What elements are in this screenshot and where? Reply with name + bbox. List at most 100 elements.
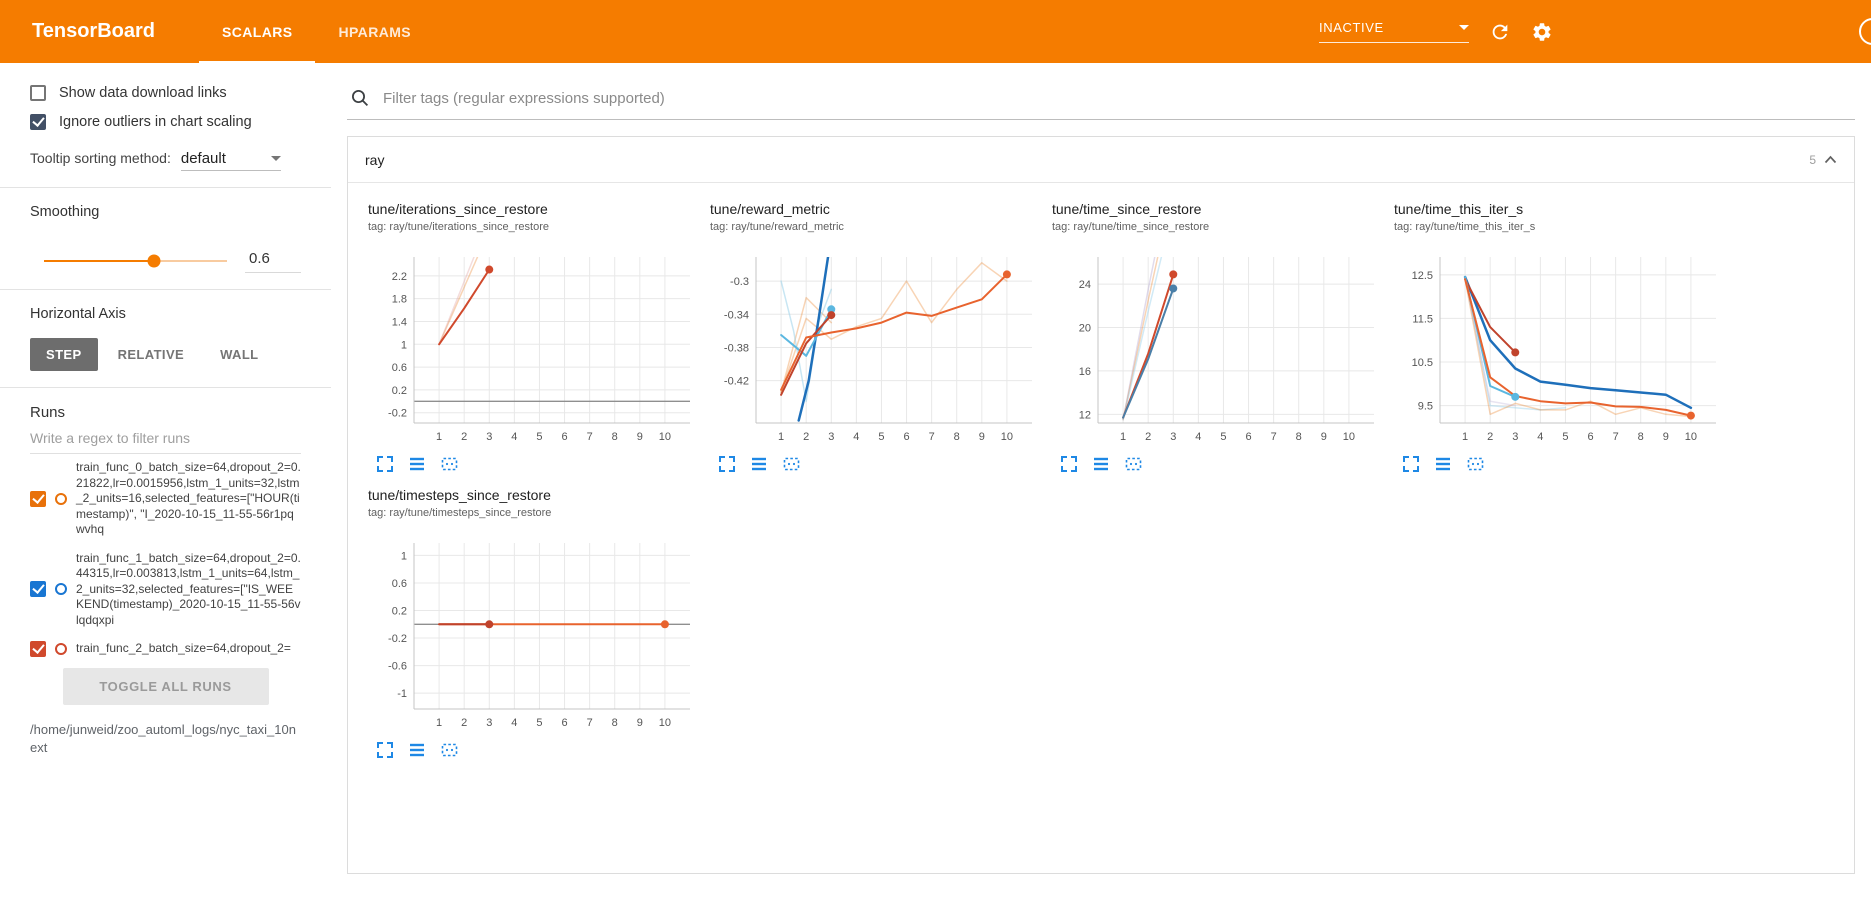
svg-text:7: 7	[929, 431, 935, 443]
chart-title: tune/iterations_since_restore	[368, 201, 548, 217]
svg-text:2: 2	[803, 431, 809, 443]
chart-tag: tag: ray/tune/time_since_restore	[1052, 221, 1210, 233]
checkbox-icon[interactable]	[30, 114, 46, 130]
chart-tag: tag: ray/tune/iterations_since_restore	[368, 221, 549, 233]
tag-group-count: 5	[1809, 152, 1816, 167]
pin-icon[interactable]	[440, 455, 459, 473]
svg-text:-0.38: -0.38	[724, 342, 749, 354]
runs-filter-input[interactable]	[30, 421, 301, 454]
flush-axis-icon[interactable]	[408, 741, 426, 759]
divider	[0, 187, 331, 188]
expand-icon[interactable]	[376, 455, 394, 473]
divider	[0, 289, 331, 290]
svg-text:2.2: 2.2	[392, 271, 407, 283]
tag-filter-input[interactable]	[381, 88, 1855, 108]
pin-icon[interactable]	[782, 455, 801, 473]
run-color-radio[interactable]	[55, 583, 67, 596]
svg-text:0.2: 0.2	[392, 385, 407, 397]
smoothing-value[interactable]: 0.6	[245, 248, 301, 273]
expand-icon[interactable]	[1402, 455, 1420, 473]
svg-text:10: 10	[659, 717, 671, 729]
flush-axis-icon[interactable]	[1092, 455, 1110, 473]
run-color-radio[interactable]	[55, 492, 67, 505]
pin-icon[interactable]	[1124, 455, 1143, 473]
status-dropdown[interactable]: INACTIVE	[1319, 20, 1469, 43]
chart-tag: tag: ray/tune/reward_metric	[710, 221, 844, 233]
run-color-radio[interactable]	[55, 643, 67, 655]
checkbox-icon[interactable]	[30, 85, 46, 101]
svg-text:5: 5	[536, 431, 542, 443]
toggle-all-runs-button[interactable]: TOGGLE ALL RUNS	[62, 668, 269, 705]
show-download-links-row[interactable]: Show data download links	[30, 85, 301, 101]
flush-axis-icon[interactable]	[1434, 455, 1452, 473]
horizontal-axis-toggle: STEP RELATIVE WALL	[30, 338, 301, 371]
axis-step-button[interactable]: STEP	[30, 338, 98, 371]
run-row[interactable]: train_func_2_batch_size=64,dropout_2=	[30, 641, 301, 657]
svg-text:12.5: 12.5	[1412, 270, 1433, 282]
svg-text:8: 8	[1296, 431, 1302, 443]
chart-plot[interactable]: 1 2 3 4 5 6 7 8 9 10 -0.42 -0.38 -0.34 -0.3	[710, 247, 1040, 449]
svg-text:1.8: 1.8	[392, 294, 407, 306]
run-checkbox[interactable]	[30, 490, 46, 507]
chart-tag: tag: ray/tune/time_this_iter_s	[1394, 221, 1536, 233]
svg-text:5: 5	[536, 717, 542, 729]
horizontal-axis-label: Horizontal Axis	[30, 306, 126, 322]
tag-group-header[interactable]: ray 5	[348, 137, 1854, 183]
tab-hparams[interactable]: HPARAMS	[338, 23, 412, 40]
pin-icon[interactable]	[440, 741, 459, 759]
expand-icon[interactable]	[376, 741, 394, 759]
svg-text:7: 7	[1271, 431, 1277, 443]
status-dropdown-value: INACTIVE	[1319, 20, 1384, 35]
ignore-outliers-row[interactable]: Ignore outliers in chart scaling	[30, 114, 301, 130]
chart-title: tune/time_this_iter_s	[1394, 201, 1524, 217]
svg-text:3: 3	[486, 717, 492, 729]
svg-text:8: 8	[612, 431, 618, 443]
gear-icon	[1533, 22, 1551, 41]
svg-text:10.5: 10.5	[1412, 357, 1433, 369]
chart-card: tune/time_since_restore tag: ray/tune/ti…	[1052, 201, 1394, 473]
refresh-button[interactable]	[1489, 21, 1511, 43]
flush-axis-icon[interactable]	[750, 455, 768, 473]
chart-plot[interactable]: 1 2 3 4 5 6 7 8 9 10 9.5 10.5 11.5 12.5	[1394, 247, 1724, 449]
axis-relative-button[interactable]: RELATIVE	[102, 338, 201, 371]
chart-card: tune/reward_metric tag: ray/tune/reward_…	[710, 201, 1052, 473]
runs-list: train_func_0_batch_size=64,dropout_2=0.2…	[30, 460, 301, 666]
svg-text:10: 10	[1343, 431, 1355, 443]
smoothing-slider[interactable]	[44, 254, 227, 268]
chart-actions	[1052, 455, 1394, 473]
svg-text:2: 2	[1487, 431, 1493, 443]
slider-thumb[interactable]	[147, 254, 161, 267]
svg-text:3: 3	[1170, 431, 1176, 443]
chevron-up-icon[interactable]	[1824, 155, 1837, 164]
svg-text:7: 7	[1613, 431, 1619, 443]
pin-icon[interactable]	[1466, 455, 1485, 473]
svg-text:4: 4	[511, 717, 517, 729]
chevron-down-icon	[270, 156, 281, 161]
svg-text:1: 1	[436, 431, 442, 443]
chart-plot[interactable]: 1 2 3 4 5 6 7 8 9 10 -0.2 0.2 0.6 1 1.4 1.8 2.2	[368, 247, 698, 449]
log-path: /home/junweid/zoo_automl_logs/nyc_taxi_1…	[30, 722, 296, 755]
svg-text:9.5: 9.5	[1418, 401, 1433, 413]
run-row[interactable]: train_func_1_batch_size=64,dropout_2=0.4…	[30, 551, 301, 629]
flush-axis-icon[interactable]	[408, 455, 426, 473]
show-download-links-label: Show data download links	[59, 85, 227, 101]
tooltip-sorting-row: Tooltip sorting method: default	[30, 150, 301, 171]
settings-button[interactable]	[1531, 21, 1553, 43]
run-checkbox[interactable]	[30, 641, 46, 657]
svg-text:-0.42: -0.42	[724, 376, 749, 388]
axis-wall-button[interactable]: WALL	[204, 338, 274, 371]
run-row[interactable]: train_func_0_batch_size=64,dropout_2=0.2…	[30, 460, 301, 538]
expand-icon[interactable]	[1060, 455, 1078, 473]
expand-icon[interactable]	[718, 455, 736, 473]
run-checkbox[interactable]	[30, 581, 46, 598]
svg-text:2: 2	[461, 717, 467, 729]
chart-plot[interactable]: 1 2 3 4 5 6 7 8 9 10 -1 -0.6 -0.2 0.2 0.6 1	[368, 533, 698, 735]
tooltip-sorting-dropdown[interactable]: default	[180, 150, 281, 171]
svg-text:9: 9	[637, 431, 643, 443]
slider-fill	[44, 259, 154, 262]
svg-text:10: 10	[1001, 431, 1013, 443]
svg-text:1: 1	[1462, 431, 1468, 443]
tooltip-sorting-label: Tooltip sorting method:	[30, 150, 171, 166]
tab-scalars[interactable]: SCALARS	[199, 0, 315, 63]
